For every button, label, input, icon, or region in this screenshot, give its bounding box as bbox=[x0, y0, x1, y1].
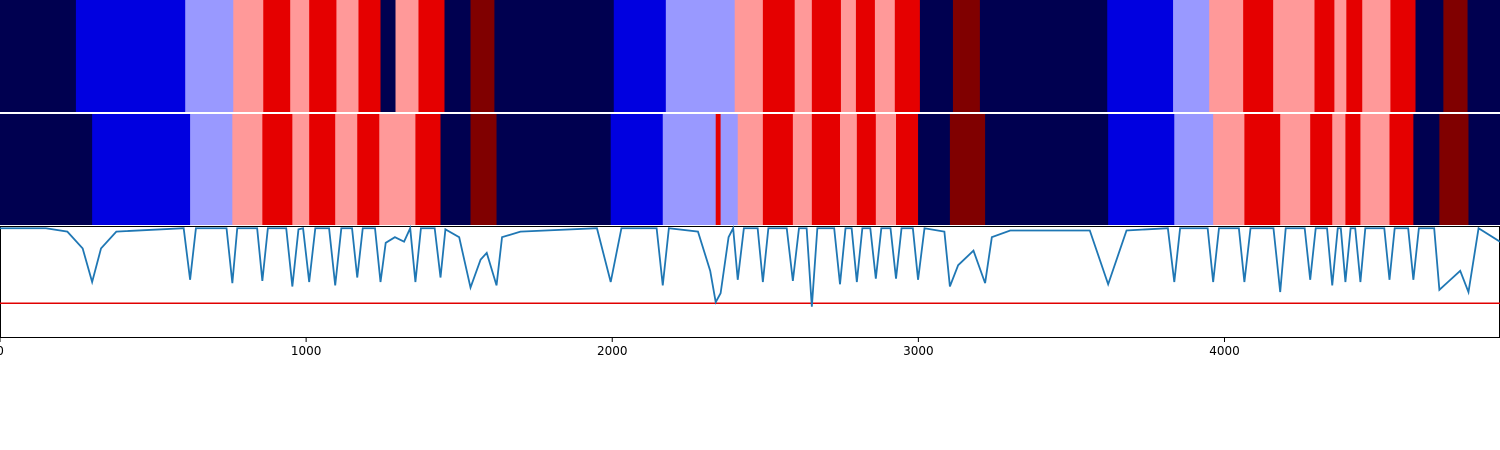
segment bbox=[811, 0, 842, 112]
segment bbox=[262, 114, 293, 225]
plot-frame bbox=[0, 226, 1500, 338]
segment bbox=[415, 114, 442, 225]
segment bbox=[290, 0, 310, 112]
x-tick-label: 2000 bbox=[597, 344, 628, 358]
segment bbox=[335, 114, 358, 225]
segment bbox=[1280, 114, 1311, 225]
segment bbox=[1360, 114, 1390, 225]
segment bbox=[894, 0, 921, 112]
segment bbox=[855, 0, 876, 112]
segment bbox=[1468, 114, 1500, 225]
segment bbox=[1443, 0, 1469, 112]
segment bbox=[470, 0, 495, 112]
segment bbox=[737, 114, 764, 225]
segment bbox=[309, 0, 337, 112]
segment bbox=[185, 0, 234, 112]
segment bbox=[896, 114, 919, 225]
segment bbox=[874, 0, 896, 112]
segment bbox=[232, 114, 263, 225]
segment bbox=[1389, 114, 1414, 225]
segment bbox=[357, 114, 380, 225]
segment bbox=[1244, 114, 1281, 225]
segment bbox=[949, 114, 986, 225]
segment bbox=[918, 114, 951, 225]
segment bbox=[444, 0, 472, 112]
segment bbox=[336, 0, 359, 112]
segment bbox=[358, 0, 382, 112]
segment bbox=[1362, 0, 1391, 112]
segment bbox=[794, 0, 813, 112]
segment bbox=[75, 0, 186, 112]
segment bbox=[840, 0, 857, 112]
segment bbox=[92, 114, 191, 225]
segment bbox=[1107, 0, 1174, 112]
segment bbox=[1174, 114, 1214, 225]
segment bbox=[233, 0, 264, 112]
segment bbox=[1345, 114, 1361, 225]
segment bbox=[979, 0, 1108, 112]
segment bbox=[762, 114, 794, 225]
x-tick-label: 0 bbox=[0, 344, 4, 358]
segment bbox=[496, 114, 612, 225]
segment bbox=[610, 114, 664, 225]
segment bbox=[715, 114, 722, 225]
segment bbox=[1413, 114, 1440, 225]
segment bbox=[1273, 0, 1315, 112]
segment bbox=[1310, 114, 1333, 225]
segment bbox=[665, 0, 736, 112]
segment bbox=[494, 0, 615, 112]
segment bbox=[856, 114, 877, 225]
segment bbox=[1334, 0, 1347, 112]
segment bbox=[720, 114, 739, 225]
segment bbox=[1390, 0, 1417, 112]
segment bbox=[952, 0, 981, 112]
segment bbox=[190, 114, 233, 225]
segment bbox=[309, 114, 336, 225]
segment bbox=[985, 114, 1109, 225]
segment bbox=[840, 114, 858, 225]
segment bbox=[1332, 114, 1346, 225]
data-line bbox=[0, 224, 1500, 307]
segment bbox=[0, 114, 93, 225]
segment bbox=[1346, 0, 1363, 112]
segment bbox=[1415, 0, 1444, 112]
segment bbox=[418, 0, 445, 112]
segment bbox=[734, 0, 764, 112]
segment bbox=[875, 114, 897, 225]
segment bbox=[440, 114, 472, 225]
segment bbox=[470, 114, 498, 225]
x-tick-label: 3000 bbox=[903, 344, 934, 358]
segment bbox=[811, 114, 841, 225]
segment bbox=[292, 114, 310, 225]
segment bbox=[1213, 114, 1245, 225]
segment bbox=[662, 114, 717, 225]
segment bbox=[613, 0, 667, 112]
segment bbox=[395, 0, 419, 112]
segment bbox=[380, 0, 397, 112]
segment bbox=[1439, 114, 1469, 225]
segment bbox=[379, 114, 416, 225]
segment bbox=[0, 0, 77, 112]
x-tick-label: 1000 bbox=[291, 344, 322, 358]
segment bbox=[1108, 114, 1175, 225]
segment bbox=[263, 0, 291, 112]
segment bbox=[1467, 0, 1500, 112]
x-tick-label: 4000 bbox=[1209, 344, 1240, 358]
segment bbox=[1314, 0, 1335, 112]
segment bbox=[1173, 0, 1210, 112]
segment bbox=[1209, 0, 1244, 112]
segment bbox=[792, 114, 813, 225]
segment bbox=[919, 0, 954, 112]
segment bbox=[1243, 0, 1274, 112]
segment bbox=[762, 0, 796, 112]
